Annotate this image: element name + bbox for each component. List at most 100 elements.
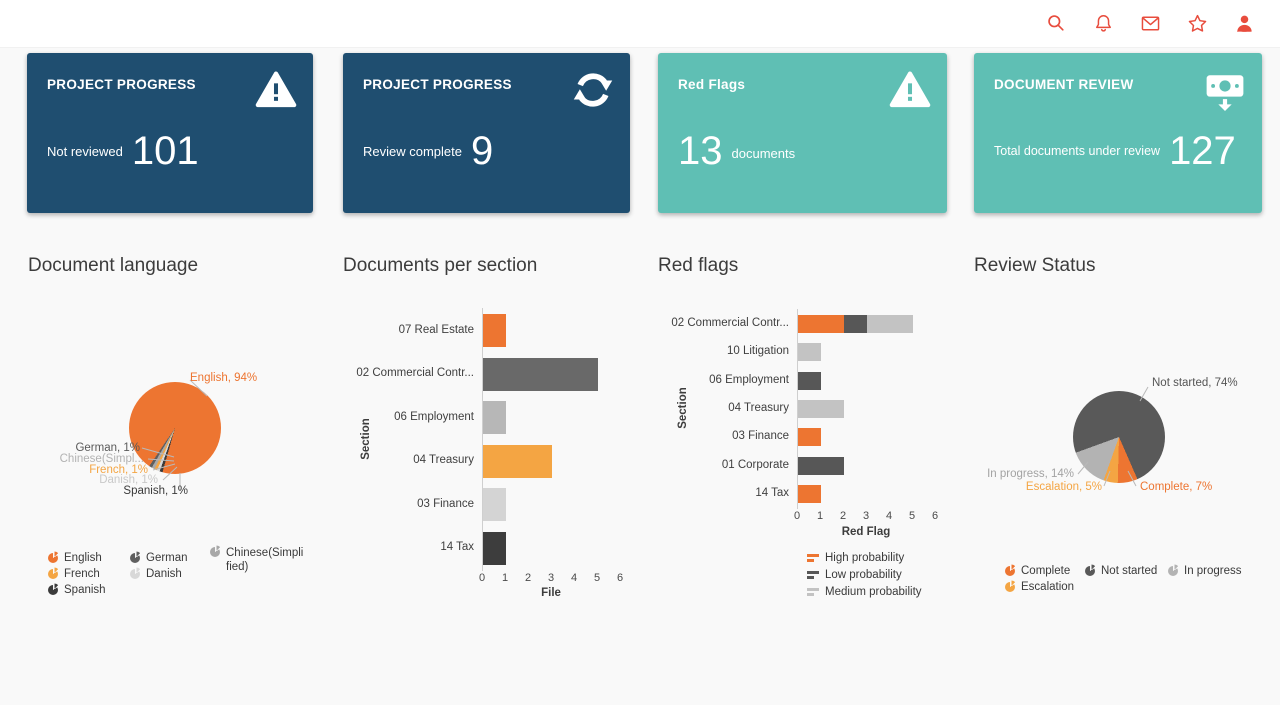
topbar	[0, 0, 1280, 48]
card-review-complete[interactable]: PROJECT PROGRESS Review complete 9	[343, 53, 630, 213]
chart-title: Review Status	[974, 255, 1096, 276]
legend-label: Chinese(Simplified)	[226, 547, 304, 574]
legend-item[interactable]: Complete	[1005, 564, 1071, 577]
legend: High probability Low probability Medium pr…	[658, 250, 958, 620]
category-label: 06 Employment	[709, 373, 789, 386]
chart-review-status: Review Status Not started, 74% In progre…	[974, 250, 1280, 620]
kpi-label: documents	[731, 145, 796, 161]
bar[interactable]	[798, 428, 821, 447]
x-tick: 5	[593, 572, 601, 584]
bar[interactable]	[483, 531, 506, 565]
category-label: 14 Tax	[440, 541, 474, 553]
bar[interactable]	[483, 314, 506, 347]
chart-title: Document language	[28, 255, 199, 276]
legend-item[interactable]: Medium probability	[807, 586, 922, 598]
x-tick: 0	[478, 572, 486, 584]
pie-label-in-progress: In progress, 14%	[987, 468, 1074, 480]
category-label: 02 Commercial Contr...	[671, 317, 789, 329]
warning-icon	[255, 69, 297, 111]
category-label: 07 Real Estate	[398, 323, 474, 336]
chart-title: Documents per section	[343, 255, 538, 276]
legend-item[interactable]: English	[48, 551, 102, 564]
bar[interactable]	[483, 444, 552, 478]
bell-icon[interactable]	[1093, 13, 1114, 34]
legend-label: English	[64, 552, 102, 564]
legend-item[interactable]: Danish	[130, 567, 182, 580]
star-icon[interactable]	[1187, 13, 1208, 34]
category-label: 02 Commercial Contr...	[356, 367, 474, 379]
legend-item[interactable]: French	[48, 567, 100, 580]
legend-item[interactable]: High probability	[807, 552, 904, 564]
pie-legend-icon	[1168, 564, 1180, 576]
bar[interactable]	[483, 357, 598, 391]
chart-document-language: Document language English, 94% German, 1…	[28, 250, 328, 620]
card-header: Red Flags	[658, 53, 947, 111]
bar[interactable]	[798, 399, 844, 418]
legend-item[interactable]: Spanish	[48, 583, 106, 596]
card-red-flags[interactable]: Red Flags documents 13	[658, 53, 947, 213]
y-axis-title: Section	[677, 387, 689, 429]
legend-item[interactable]: Escalation	[1005, 580, 1075, 593]
footer-strip	[0, 705, 1280, 721]
kpi-value: 9	[471, 129, 494, 173]
card-header: PROJECT PROGRESS	[343, 53, 630, 111]
card-document-review[interactable]: DOCUMENT REVIEW Total documents under re…	[974, 53, 1262, 213]
kpi-value: 13	[678, 129, 723, 173]
bars-legend-icon	[807, 571, 819, 579]
bar[interactable]	[798, 343, 821, 362]
category-label: 03 Finance	[417, 497, 474, 510]
legend-label: In progress	[1184, 565, 1242, 577]
x-tick: 6	[616, 572, 624, 584]
card-not-reviewed[interactable]: PROJECT PROGRESS Not reviewed 101	[27, 53, 313, 213]
legend-label: Complete	[1021, 565, 1071, 577]
x-tick: 1	[501, 572, 509, 584]
bar[interactable]	[798, 371, 821, 390]
card-header: PROJECT PROGRESS	[27, 53, 313, 111]
x-tick: 3	[547, 572, 555, 584]
card-title: DOCUMENT REVIEW	[994, 77, 1134, 92]
x-tick: 4	[885, 510, 893, 522]
x-tick: 6	[931, 510, 939, 522]
bar[interactable]	[483, 401, 506, 434]
bar[interactable]	[798, 456, 844, 475]
warning-icon	[889, 69, 931, 111]
x-tick: 2	[524, 572, 532, 584]
legend-item[interactable]: German	[130, 551, 188, 564]
pie-label-danish: Danish, 1%	[99, 474, 158, 486]
kpi-label: Review complete	[363, 143, 462, 159]
pie-legend-icon	[210, 545, 222, 557]
bar[interactable]	[798, 315, 913, 333]
pie-chart[interactable]	[1073, 391, 1165, 483]
pie-label-chinese: Chinese(Simpl...	[59, 453, 144, 465]
card-title: PROJECT PROGRESS	[363, 77, 512, 92]
user-icon[interactable]	[1234, 13, 1255, 34]
category-label: 04 Treasury	[728, 401, 789, 414]
pie-chart[interactable]	[129, 382, 221, 474]
pie-legend-icon	[1085, 564, 1097, 576]
category-label: 01 Corporate	[721, 458, 789, 471]
kpi-value: 101	[131, 129, 199, 173]
legend-item[interactable]: Not started	[1085, 564, 1158, 577]
legend-item[interactable]: Chinese(Simplified)	[210, 545, 304, 575]
legend-item[interactable]: Low probability	[807, 569, 902, 581]
x-tick: 0	[793, 510, 801, 522]
kpi: Not reviewed 101	[47, 129, 307, 173]
chart-red-flags: Red flags 02 Commercial Contr... 10 Litig…	[658, 250, 958, 620]
mail-icon[interactable]	[1140, 13, 1161, 34]
legend-label: Not started	[1101, 565, 1158, 577]
search-icon[interactable]	[1046, 13, 1067, 34]
bars-legend-icon	[807, 554, 819, 562]
legend-label: Escalation	[1021, 581, 1075, 593]
pie-legend-icon	[130, 551, 142, 563]
x-tick: 3	[862, 510, 870, 522]
legend-label: Spanish	[64, 584, 106, 596]
category-label: 06 Employment	[394, 410, 474, 423]
bar[interactable]	[798, 484, 821, 503]
legend-item[interactable]: In progress	[1168, 564, 1242, 577]
refresh-icon	[572, 69, 614, 111]
bar[interactable]	[483, 488, 506, 521]
y-axis-line	[482, 308, 483, 571]
kpi: documents 13	[678, 129, 941, 173]
pie-legend-icon	[48, 567, 60, 579]
pie-label-complete: Complete, 7%	[1140, 481, 1213, 493]
